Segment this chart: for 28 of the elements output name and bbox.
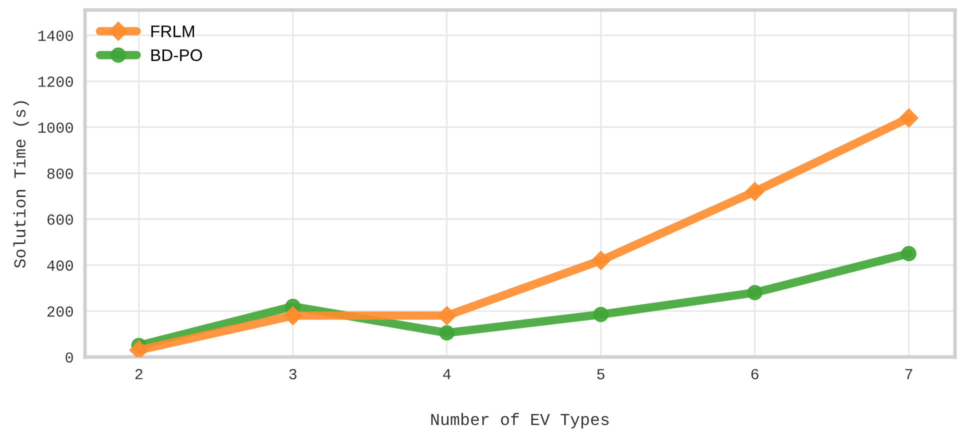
legend-label: BD-PO [151, 49, 202, 62]
point [283, 306, 302, 326]
x-tick-label: 5 [597, 369, 604, 380]
point [899, 108, 918, 128]
y-tick-label: 400 [47, 260, 73, 271]
y-axis-title: Solution Time (s) [13, 101, 29, 268]
x-axis-title: Number of EV Types [431, 412, 609, 428]
y-tick-label: 800 [47, 168, 73, 179]
point [439, 325, 454, 341]
legend-label: FRLM [151, 26, 194, 38]
y-tick-label: 200 [47, 306, 73, 317]
y-tick-label: 0 [66, 352, 73, 363]
point [745, 182, 764, 202]
point [747, 285, 762, 300]
x-tick-label: 7 [905, 369, 912, 380]
y-tick-label: 1000 [38, 122, 73, 133]
y-tick-label: 600 [48, 214, 73, 225]
point [901, 246, 916, 262]
x-tick-label: 3 [289, 368, 296, 380]
x-tick-label: 4 [443, 369, 451, 380]
point [437, 306, 456, 326]
point [129, 340, 148, 357]
x-tick-label: 2 [135, 368, 142, 380]
y-tick-label: 1200 [38, 76, 73, 87]
point [591, 250, 610, 270]
point [593, 306, 608, 322]
x-tick-label: 6 [751, 368, 758, 380]
y-tick-label: 1400 [38, 30, 73, 41]
